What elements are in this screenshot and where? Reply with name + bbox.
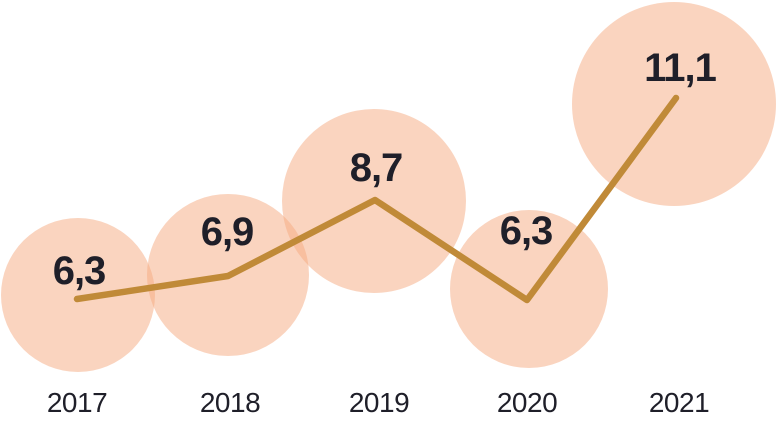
bubble-2017 bbox=[1, 218, 155, 372]
value-label-2017: 6,3 bbox=[52, 249, 107, 293]
year-label-2017: 2017 bbox=[46, 387, 108, 418]
value-label-2021: 11,1 bbox=[644, 46, 717, 90]
bubble-2019 bbox=[282, 109, 466, 293]
bubble-2021 bbox=[572, 2, 776, 206]
year-label-2021: 2021 bbox=[648, 387, 710, 418]
year-label-2019: 2019 bbox=[348, 387, 410, 418]
value-label-2019: 8,7 bbox=[349, 146, 404, 190]
value-label-2018: 6,9 bbox=[200, 210, 255, 254]
value-label-2020: 6,3 bbox=[499, 209, 554, 253]
year-label-2018: 2018 bbox=[199, 387, 261, 418]
year-label-2020: 2020 bbox=[496, 387, 558, 418]
